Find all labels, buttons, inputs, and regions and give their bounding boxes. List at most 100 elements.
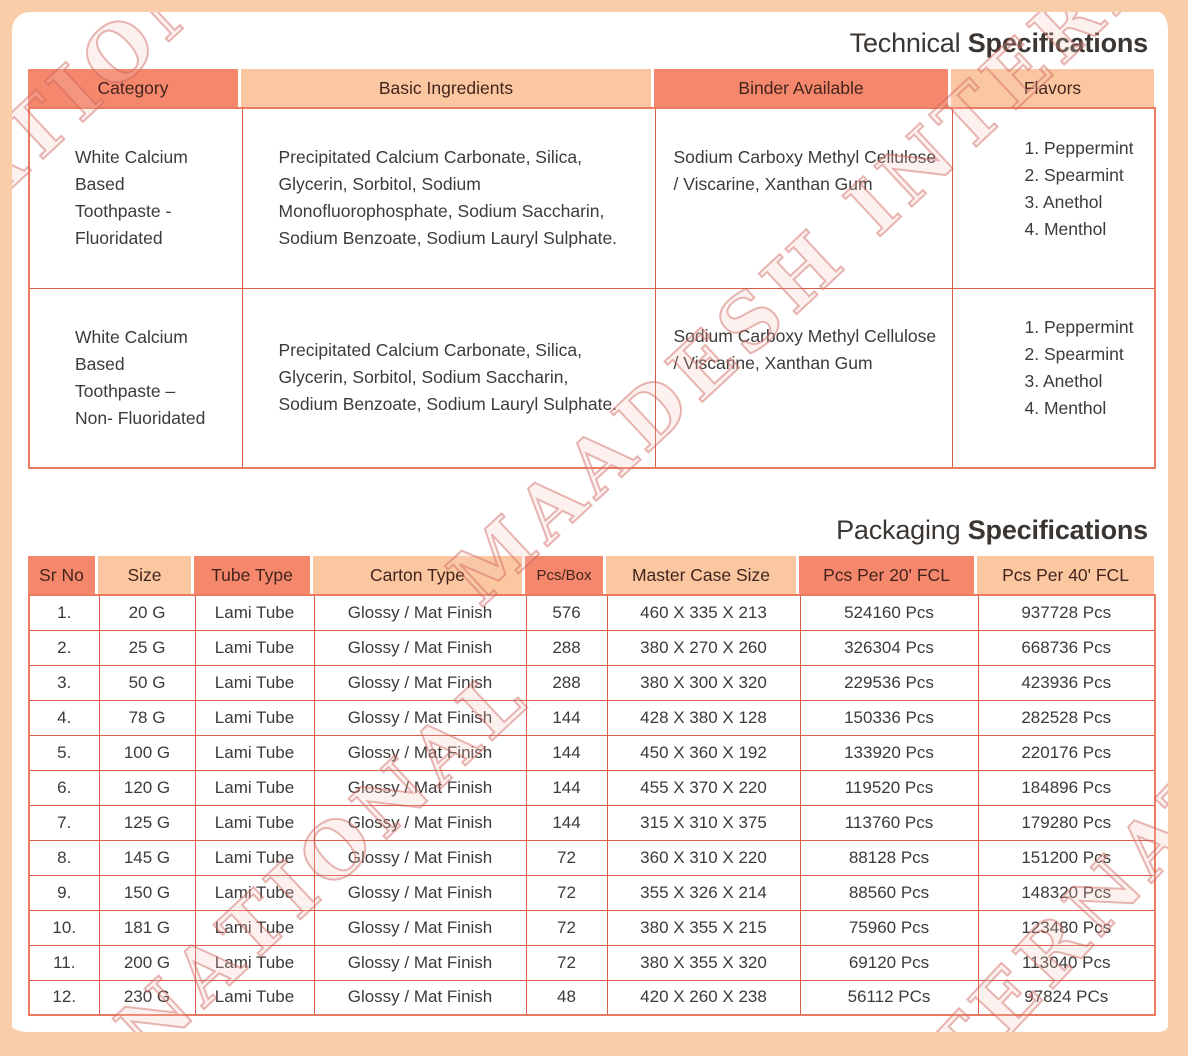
table-cell: 315 X 310 X 375 bbox=[606, 804, 801, 841]
table-cell: 25 G bbox=[98, 629, 196, 666]
table-cell: 151200 Pcs bbox=[977, 839, 1156, 876]
table-cell: 230 G bbox=[98, 979, 196, 1016]
table-cell: 144 bbox=[525, 734, 608, 771]
table-cell: 120 G bbox=[98, 769, 196, 806]
table-cell: Glossy / Mat Finish bbox=[313, 769, 527, 806]
table-cell: 148320 Pcs bbox=[977, 874, 1156, 911]
table-cell: 144 bbox=[525, 804, 608, 841]
column-header: Master Case Size bbox=[606, 556, 796, 594]
table-cell: 3. bbox=[28, 664, 100, 701]
table-cell: White Calcium Based Toothpaste – Non- Fl… bbox=[28, 287, 243, 469]
table-cell: 460 X 335 X 213 bbox=[606, 594, 801, 631]
column-header: Pcs Per 40' FCL bbox=[977, 556, 1154, 594]
table-cell: 1. bbox=[28, 594, 100, 631]
packaging-row: 10. 181 G Lami Tube Glossy / Mat Finish 72 38… bbox=[28, 909, 1156, 946]
table-cell: 524160 Pcs bbox=[799, 594, 979, 631]
table-cell: Glossy / Mat Finish bbox=[313, 804, 527, 841]
table-cell: Precipitated Calcium Carbonate, Silica, … bbox=[241, 107, 656, 289]
packaging-row: 1. 20 G Lami Tube Glossy / Mat Finish 576 460… bbox=[28, 594, 1156, 631]
table-cell: 2. bbox=[28, 629, 100, 666]
technical-row: White Calcium Based Toothpaste – Non- Fl… bbox=[28, 287, 1156, 469]
table-cell: 380 X 355 X 215 bbox=[606, 909, 801, 946]
column-header: Carton Type bbox=[313, 556, 522, 594]
technical-specifications-title: Technical Specifications bbox=[28, 28, 1154, 59]
table-cell: 133920 Pcs bbox=[799, 734, 979, 771]
column-header: Sr No bbox=[28, 556, 95, 594]
table-cell: 144 bbox=[525, 699, 608, 736]
table-cell: 380 X 300 X 320 bbox=[606, 664, 801, 701]
table-cell: 10. bbox=[28, 909, 100, 946]
table-cell: Lami Tube bbox=[194, 804, 315, 841]
table-cell: 50 G bbox=[98, 664, 196, 701]
table-cell: 937728 Pcs bbox=[977, 594, 1156, 631]
table-cell: Lami Tube bbox=[194, 979, 315, 1016]
table-cell: 20 G bbox=[98, 594, 196, 631]
table-cell: Glossy / Mat Finish bbox=[313, 594, 527, 631]
column-header: Pcs Per 20' FCL bbox=[799, 556, 974, 594]
table-cell: Glossy / Mat Finish bbox=[313, 629, 527, 666]
table-cell: Lami Tube bbox=[194, 769, 315, 806]
table-cell: Glossy / Mat Finish bbox=[313, 734, 527, 771]
table-cell: 360 X 310 X 220 bbox=[606, 839, 801, 876]
table-cell: 380 X 270 X 260 bbox=[606, 629, 801, 666]
table-cell: 455 X 370 X 220 bbox=[606, 769, 801, 806]
column-header: Category bbox=[28, 69, 238, 107]
table-cell: 1. Peppermint 2. Spearmint 3. Anethol 4.… bbox=[951, 107, 1156, 289]
table-cell: 72 bbox=[525, 874, 608, 911]
column-header: Size bbox=[98, 556, 191, 594]
packaging-row: 2. 25 G Lami Tube Glossy / Mat Finish 288 380… bbox=[28, 629, 1156, 666]
packaging-row: 9. 150 G Lami Tube Glossy / Mat Finish 72 355… bbox=[28, 874, 1156, 911]
table-cell: 72 bbox=[525, 909, 608, 946]
table-cell: 450 X 360 X 192 bbox=[606, 734, 801, 771]
table-cell: Glossy / Mat Finish bbox=[313, 979, 527, 1016]
table-cell: 72 bbox=[525, 944, 608, 981]
table-cell: Lami Tube bbox=[194, 944, 315, 981]
column-header: Flavors bbox=[951, 69, 1154, 107]
title-regular-part: Packaging bbox=[836, 515, 961, 545]
packaging-row: 11. 200 G Lami Tube Glossy / Mat Finish 72 38… bbox=[28, 944, 1156, 981]
table-cell: 428 X 380 X 128 bbox=[606, 699, 801, 736]
packaging-row: 4. 78 G Lami Tube Glossy / Mat Finish 144 428… bbox=[28, 699, 1156, 736]
title-regular-part: Technical bbox=[849, 28, 961, 58]
table-cell: 668736 Pcs bbox=[977, 629, 1156, 666]
table-cell: Sodium Carboxy Methyl Cellulose / Viscar… bbox=[654, 107, 953, 289]
table-cell: Lami Tube bbox=[194, 734, 315, 771]
table-cell: 423936 Pcs bbox=[977, 664, 1156, 701]
table-cell: Lami Tube bbox=[194, 874, 315, 911]
table-cell: 326304 Pcs bbox=[799, 629, 979, 666]
page-content: Technical Specifications Category Basic I… bbox=[12, 12, 1168, 1016]
table-cell: 97824 PCs bbox=[977, 979, 1156, 1016]
table-cell: 125 G bbox=[98, 804, 196, 841]
table-cell: 420 X 260 X 238 bbox=[606, 979, 801, 1016]
table-cell: 9. bbox=[28, 874, 100, 911]
table-cell: 220176 Pcs bbox=[977, 734, 1156, 771]
table-cell: Glossy / Mat Finish bbox=[313, 944, 527, 981]
table-cell: Lami Tube bbox=[194, 839, 315, 876]
packaging-row: 12. 230 G Lami Tube Glossy / Mat Finish 48 42… bbox=[28, 979, 1156, 1016]
table-cell: 88128 Pcs bbox=[799, 839, 979, 876]
packaging-table: 1. 20 G Lami Tube Glossy / Mat Finish 576 460… bbox=[28, 594, 1156, 1016]
table-cell: 12. bbox=[28, 979, 100, 1016]
packaging-table-header-row: Sr No Size Tube Type Carton Type Pcs/Box Mast… bbox=[28, 556, 1154, 594]
table-cell: 48 bbox=[525, 979, 608, 1016]
table-cell: 1. Peppermint 2. Spearmint 3. Anethol 4.… bbox=[951, 287, 1156, 469]
table-cell: 113040 Pcs bbox=[977, 944, 1156, 981]
table-cell: Glossy / Mat Finish bbox=[313, 839, 527, 876]
table-cell: 7. bbox=[28, 804, 100, 841]
column-header: Binder Available bbox=[654, 69, 948, 107]
table-cell: White Calcium Based Toothpaste - Fluorid… bbox=[28, 107, 243, 289]
table-cell: 11. bbox=[28, 944, 100, 981]
column-header: Basic Ingredients bbox=[241, 69, 651, 107]
column-header: Pcs/Box bbox=[525, 556, 603, 594]
table-cell: 75960 Pcs bbox=[799, 909, 979, 946]
title-bold-part: Specifications bbox=[967, 28, 1148, 58]
table-cell: 200 G bbox=[98, 944, 196, 981]
table-cell: Lami Tube bbox=[194, 664, 315, 701]
packaging-row: 7. 125 G Lami Tube Glossy / Mat Finish 144 31… bbox=[28, 804, 1156, 841]
table-cell: Sodium Carboxy Methyl Cellulose / Viscar… bbox=[654, 287, 953, 469]
table-cell: 78 G bbox=[98, 699, 196, 736]
technical-table-header-row: Category Basic Ingredients Binder Availabl… bbox=[28, 69, 1154, 107]
table-cell: 144 bbox=[525, 769, 608, 806]
packaging-row: 3. 50 G Lami Tube Glossy / Mat Finish 288 380… bbox=[28, 664, 1156, 701]
